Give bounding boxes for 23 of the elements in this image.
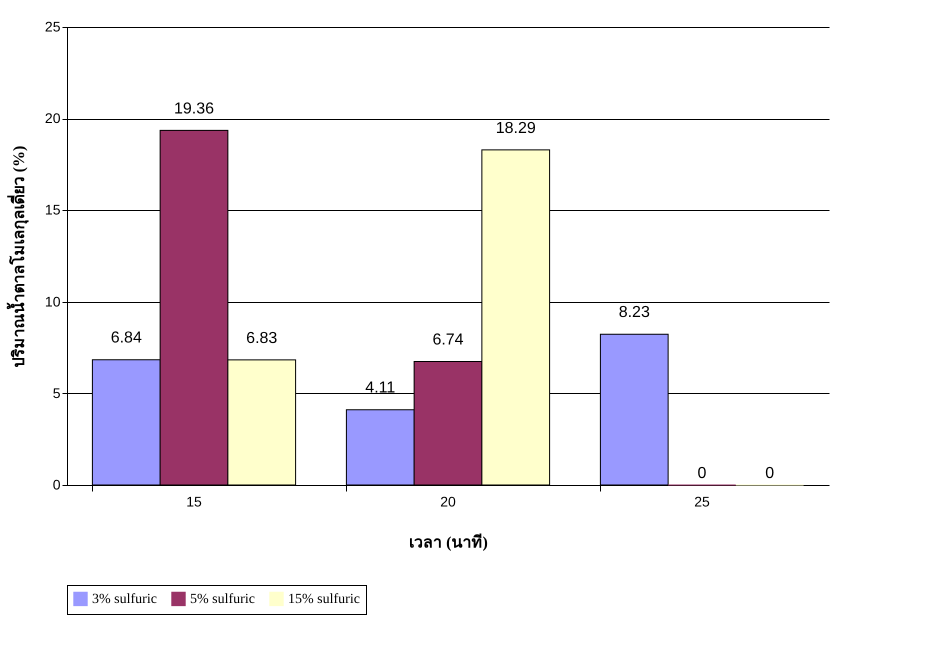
data-label: 6.84	[110, 330, 142, 347]
data-label: 6.74	[432, 332, 464, 349]
legend-label: 3% sulfuric	[92, 592, 157, 607]
x-tick-label: 15	[186, 494, 202, 510]
y-tick-label: 0	[52, 476, 61, 492]
data-label: 18.29	[496, 120, 536, 137]
y-tick-label: 15	[44, 202, 61, 218]
data-label: 8.23	[618, 304, 650, 322]
y-tick-label: 20	[44, 110, 61, 126]
x-tick-label: 25	[694, 494, 710, 510]
y-tick-label: 5	[52, 384, 61, 401]
data-label: 6.83	[246, 330, 278, 347]
legend-label: 15% sulfuric	[288, 592, 360, 607]
y-tick-label: 10	[44, 293, 61, 310]
data-label: 0	[765, 465, 774, 482]
x-axis-title: เวลา (นาที)	[409, 532, 488, 552]
data-label: 0	[698, 465, 707, 482]
legend-label: 5% sulfuric	[190, 592, 255, 607]
y-axis-title: ปริมาณน้ำตาลโมเลกุลเดี่ยว (%)	[6, 146, 29, 368]
y-tick-label: 25	[44, 18, 61, 34]
x-tick-label: 20	[440, 494, 456, 510]
data-label: 4.11	[365, 380, 396, 397]
data-label: 19.36	[174, 100, 214, 118]
